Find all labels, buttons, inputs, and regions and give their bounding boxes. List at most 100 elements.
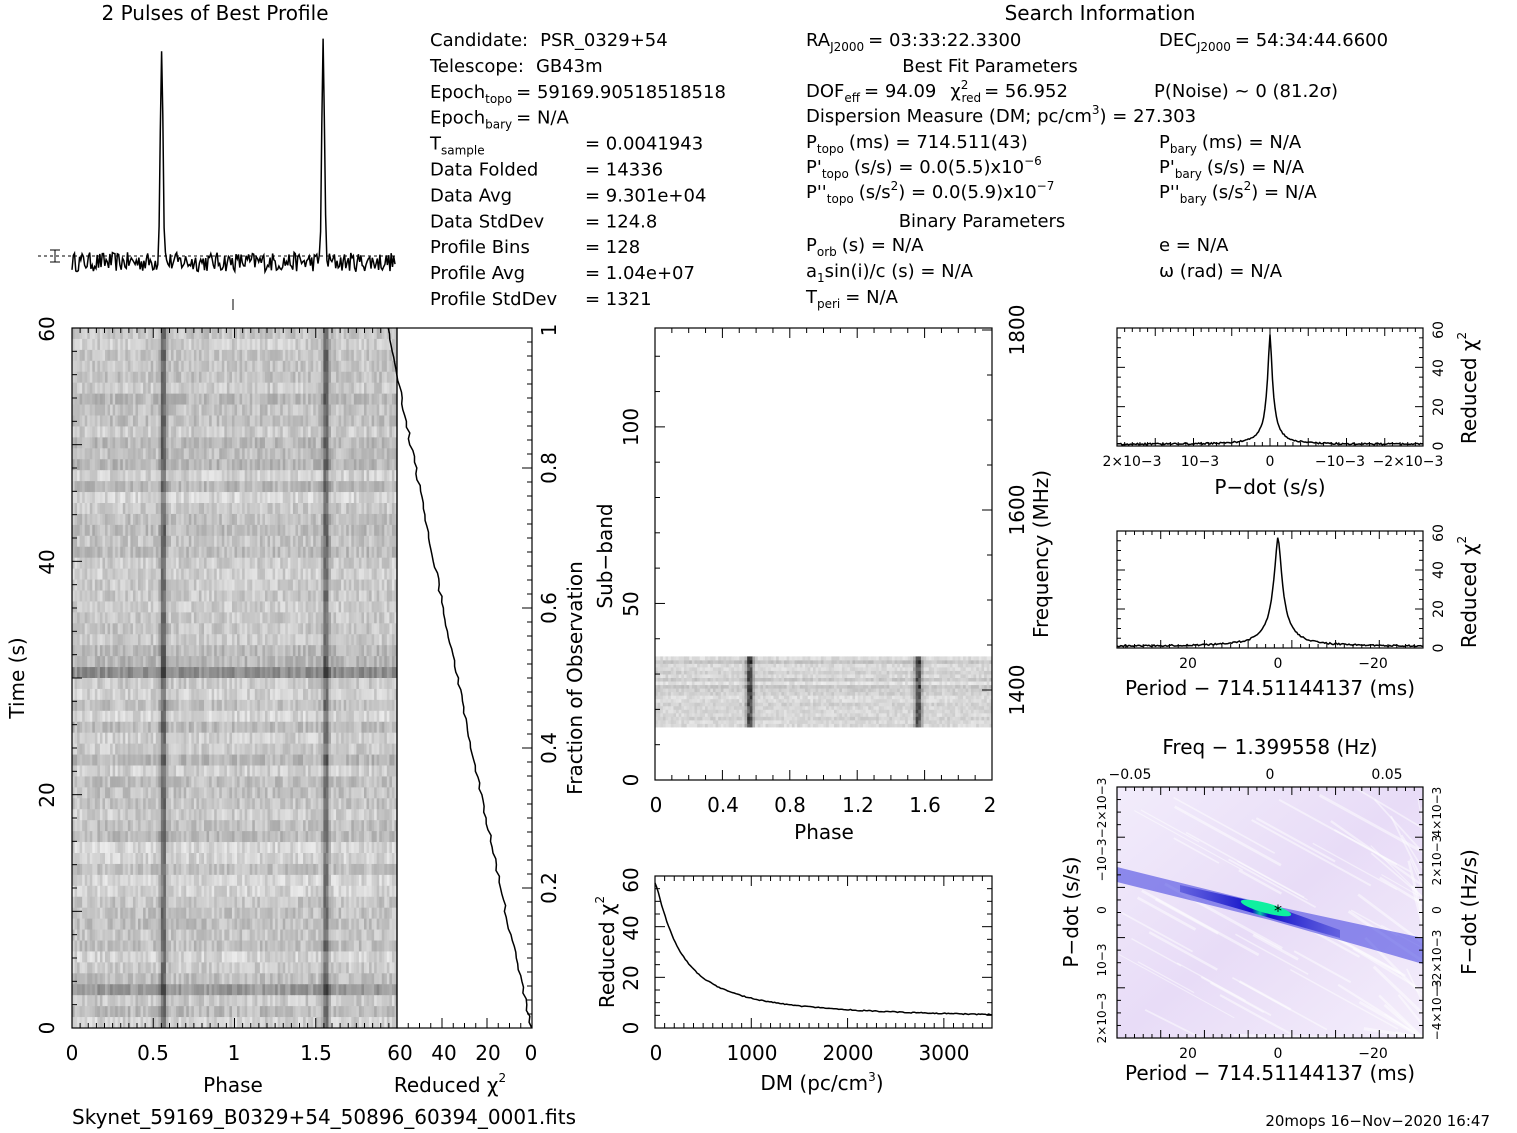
time-phase-cell bbox=[229, 656, 233, 668]
time-phase-cell bbox=[303, 382, 306, 395]
time-phase-cell bbox=[89, 524, 93, 537]
time-phase-cell bbox=[254, 612, 258, 624]
time-phase-cell bbox=[287, 448, 291, 460]
time-phase-cell bbox=[87, 721, 91, 734]
time-phase-cell bbox=[348, 645, 352, 657]
time-phase-cell bbox=[77, 678, 81, 690]
time-phase-cell bbox=[353, 393, 357, 405]
time-phase-cell bbox=[384, 579, 388, 591]
time-phase-cell bbox=[74, 481, 78, 493]
time-phase-cell bbox=[82, 557, 86, 570]
time-phase-cell bbox=[346, 546, 350, 559]
time-phase-cell bbox=[191, 448, 195, 460]
time-phase-cell bbox=[97, 481, 101, 493]
time-phase-cell bbox=[171, 568, 174, 580]
time-phase-cell bbox=[102, 426, 106, 438]
time-phase-cell bbox=[155, 546, 159, 559]
time-phase-cell bbox=[384, 557, 388, 570]
time-phase-cell bbox=[234, 601, 238, 613]
time-phase-cell bbox=[231, 568, 235, 580]
time-phase-cell bbox=[209, 688, 213, 701]
time-phase-cell bbox=[204, 623, 207, 635]
time-phase-cell bbox=[376, 328, 380, 340]
time-phase-cell bbox=[242, 415, 246, 427]
time-phase-cell bbox=[143, 535, 147, 548]
time-phase-cell bbox=[112, 481, 116, 493]
time-phase-cell bbox=[234, 732, 238, 745]
time-phase-cell bbox=[135, 601, 139, 613]
time-phase-cell bbox=[89, 678, 93, 690]
time-phase-cell bbox=[72, 546, 75, 559]
time-phase-cell bbox=[242, 667, 246, 679]
time-phase-cell bbox=[216, 601, 220, 613]
time-phase-cell bbox=[346, 688, 350, 701]
time-phase-cell bbox=[130, 404, 134, 416]
time-phase-cell bbox=[165, 590, 169, 602]
time-phase-cell bbox=[231, 710, 235, 723]
time-phase-cell bbox=[371, 678, 375, 690]
time-phase-cell bbox=[371, 634, 375, 646]
time-phase-cell bbox=[247, 503, 251, 515]
time-phase-cell bbox=[361, 459, 365, 471]
time-phase-cell bbox=[305, 448, 309, 460]
time-phase-cell bbox=[135, 568, 139, 580]
time-phase-cell bbox=[297, 492, 301, 504]
time-phase-cell bbox=[262, 448, 266, 460]
time-phase-cell bbox=[99, 535, 103, 548]
time-phase-cell bbox=[231, 634, 235, 646]
time-phase-cell bbox=[366, 546, 370, 559]
time-phase-cell bbox=[165, 656, 169, 668]
time-phase-cell bbox=[282, 371, 286, 384]
time-phase-cell bbox=[330, 612, 334, 624]
time-phase-cell bbox=[87, 459, 91, 471]
time-phase-cell bbox=[82, 415, 86, 427]
time-phase-cell bbox=[356, 667, 360, 679]
time-phase-cell bbox=[234, 524, 238, 537]
time-phase-cell bbox=[87, 513, 91, 526]
time-phase-cell bbox=[72, 535, 75, 548]
time-phase-cell bbox=[127, 470, 131, 482]
time-phase-cell bbox=[107, 338, 111, 351]
time-phase-cell bbox=[181, 688, 185, 701]
time-phase-cell bbox=[275, 743, 279, 755]
time-phase-cell bbox=[346, 448, 350, 460]
time-phase-cell bbox=[358, 612, 362, 624]
time-phase-cell bbox=[191, 568, 195, 580]
profile-plot bbox=[38, 38, 396, 310]
time-phase-cell bbox=[148, 448, 152, 460]
dm-line: Dispersion Measure (DM; pc/cm3) = 27.303 bbox=[806, 103, 1196, 127]
time-phase-cell bbox=[163, 623, 167, 635]
time-phase-cell bbox=[353, 699, 357, 712]
time-phase-cell bbox=[188, 721, 192, 734]
time-phase-cell bbox=[219, 492, 223, 504]
time-phase-cell bbox=[270, 579, 273, 591]
time-phase-cell bbox=[183, 393, 187, 405]
time-phase-cell bbox=[74, 513, 78, 526]
time-phase-cell bbox=[318, 612, 322, 624]
time-phase-cell bbox=[254, 404, 258, 416]
time-phase-cell bbox=[323, 481, 327, 493]
time-phase-cell bbox=[160, 492, 164, 504]
time-phase-cell bbox=[282, 492, 286, 504]
time-phase-cell bbox=[99, 360, 103, 373]
time-phase-cell bbox=[196, 612, 200, 624]
time-phase-cell bbox=[371, 328, 375, 340]
time-phase-cell bbox=[127, 678, 131, 690]
time-phase-cell bbox=[325, 481, 329, 493]
time-phase-cell bbox=[148, 568, 152, 580]
time-phase-cell bbox=[363, 503, 367, 515]
time-phase-cell bbox=[107, 568, 111, 580]
time-phase-cell bbox=[363, 732, 367, 745]
time-phase-cell bbox=[328, 459, 332, 471]
time-phase-cell bbox=[297, 579, 301, 591]
time-phase-cell bbox=[155, 415, 159, 427]
time-phase-cell bbox=[328, 688, 332, 701]
time-phase-cell bbox=[369, 535, 373, 548]
time-phase-cell bbox=[297, 415, 301, 427]
time-phase-cell bbox=[308, 415, 312, 427]
time-phase-cell bbox=[102, 393, 106, 405]
time-phase-cell bbox=[163, 667, 167, 679]
time-phase-cell bbox=[351, 492, 355, 504]
time-phase-cell bbox=[376, 710, 380, 723]
time-phase-cell bbox=[361, 645, 365, 657]
